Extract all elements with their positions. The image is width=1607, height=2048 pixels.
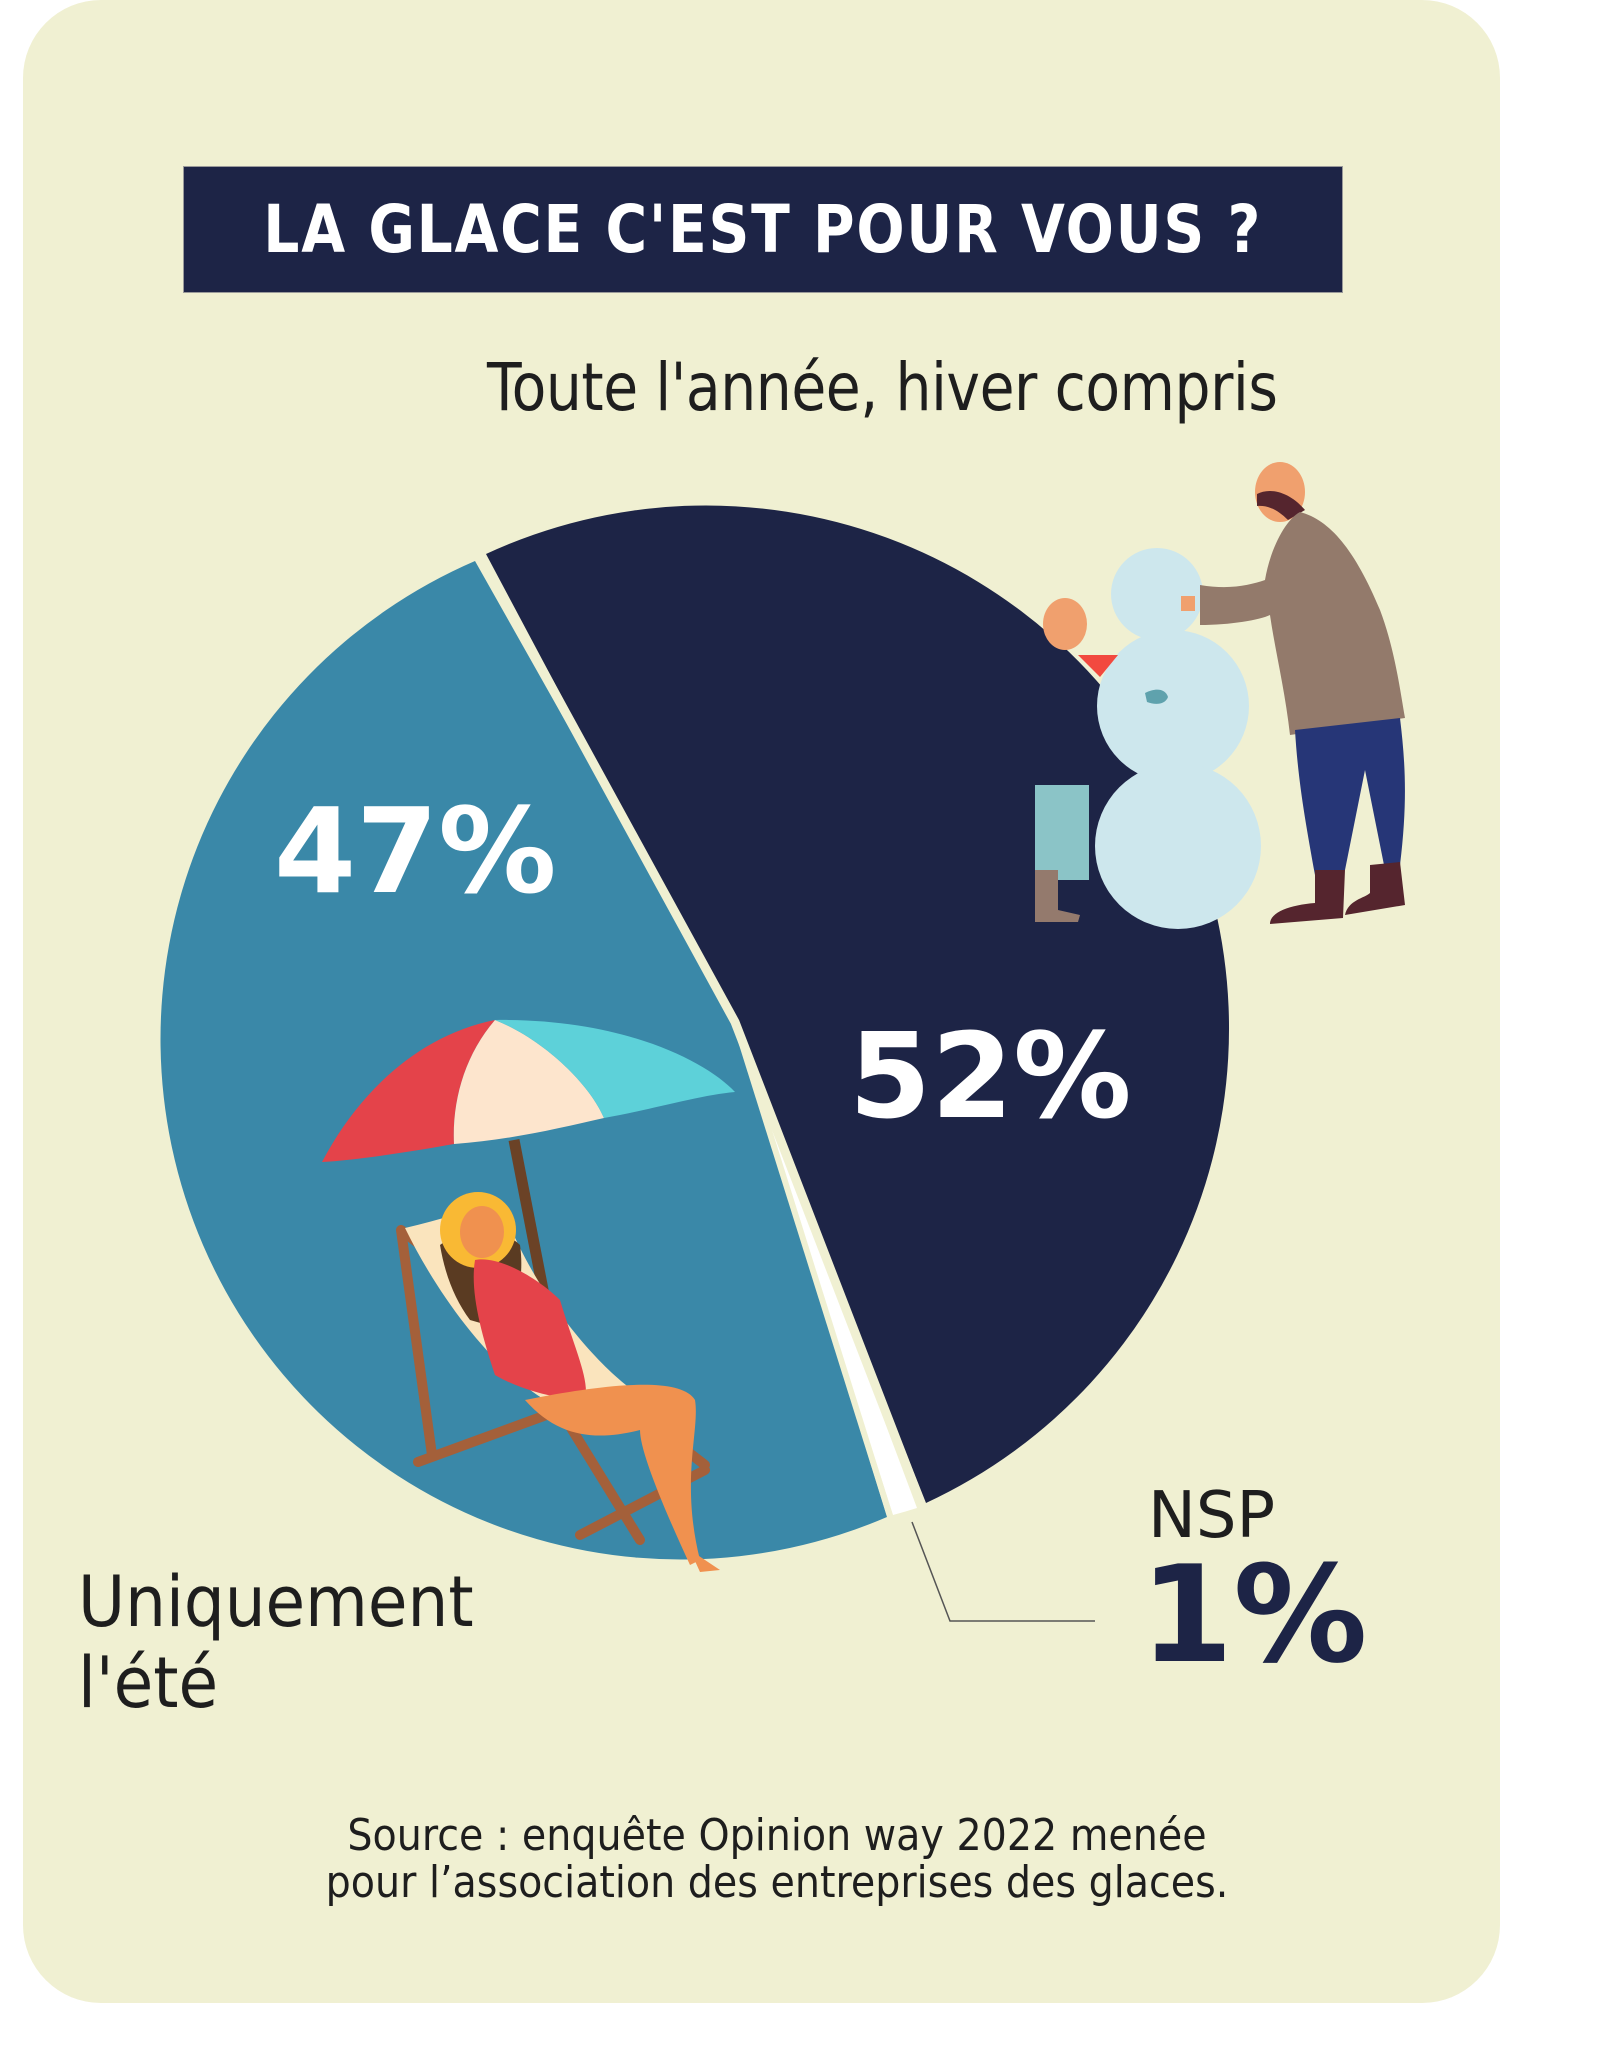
title-banner: LA GLACE C'EST POUR VOUS ? <box>183 166 1343 293</box>
slice-separator-nsp <box>732 1021 893 1517</box>
woman-on-deckchair-icon <box>396 1192 720 1572</box>
nsp-leader-line <box>911 1521 1095 1622</box>
label-summer-line2: l'été <box>78 1642 219 1724</box>
label-summer: Uniquement l'été <box>78 1562 474 1724</box>
label-nsp: NSP <box>1148 1479 1276 1553</box>
adult-figure-icon <box>1200 462 1405 924</box>
pie-slice-year-round <box>486 505 1230 1504</box>
value-summer: 47% <box>274 782 557 920</box>
chart-title: LA GLACE C'EST POUR VOUS ? <box>263 190 1263 268</box>
value-nsp: 1% <box>1140 1537 1368 1693</box>
source-line1: Source : enquête Opinion way 2022 menée <box>347 1810 1207 1861</box>
label-year-round: Toute l'année, hiver compris <box>487 349 1278 426</box>
source-note: Source : enquête Opinion way 2022 menée … <box>0 1812 1554 1906</box>
umbrella-icon <box>322 1019 735 1302</box>
value-year-round: 52% <box>849 1007 1132 1145</box>
label-summer-line1: Uniquement <box>78 1561 474 1643</box>
child-figure-icon <box>1035 598 1118 922</box>
snowman-icon <box>1095 548 1261 929</box>
source-line2: pour l’association des entreprises des g… <box>325 1857 1229 1908</box>
